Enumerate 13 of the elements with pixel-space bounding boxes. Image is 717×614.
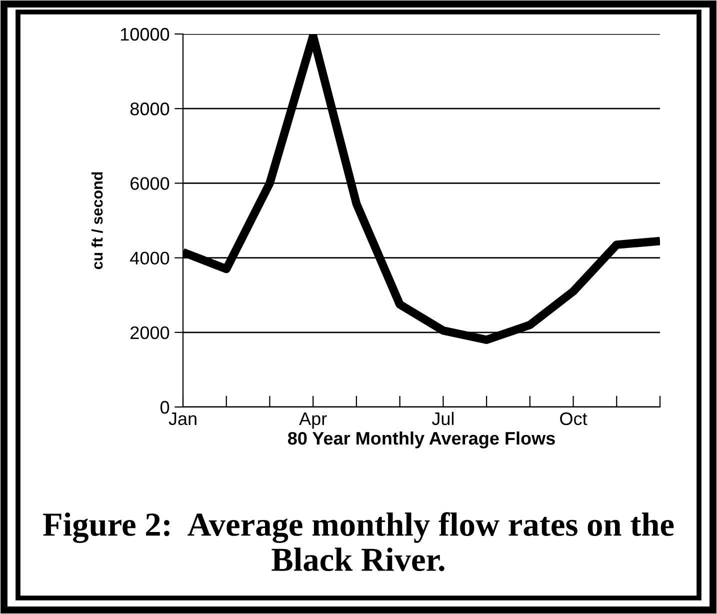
x-tick-label: Jul bbox=[432, 412, 454, 426]
y-tick-label: 10000 bbox=[120, 28, 170, 41]
x-tick-label: Jan bbox=[168, 412, 196, 426]
y-axis-title: cu ft / second bbox=[91, 172, 103, 270]
x-axis-title: 80 Year Monthly Average Flows bbox=[288, 431, 555, 448]
x-tick-label: Oct bbox=[560, 412, 588, 426]
y-tick-label: 2000 bbox=[130, 326, 170, 340]
caption: Figure 2: Average monthly flow rates on the Black River. bbox=[43, 512, 674, 572]
y-tick-label: 8000 bbox=[130, 102, 170, 116]
y-tick-label: 4000 bbox=[130, 252, 170, 265]
y-tick-label: 6000 bbox=[130, 177, 170, 190]
x-tick-label: Apr bbox=[299, 412, 327, 429]
y-tick-label: 0 bbox=[160, 400, 170, 414]
